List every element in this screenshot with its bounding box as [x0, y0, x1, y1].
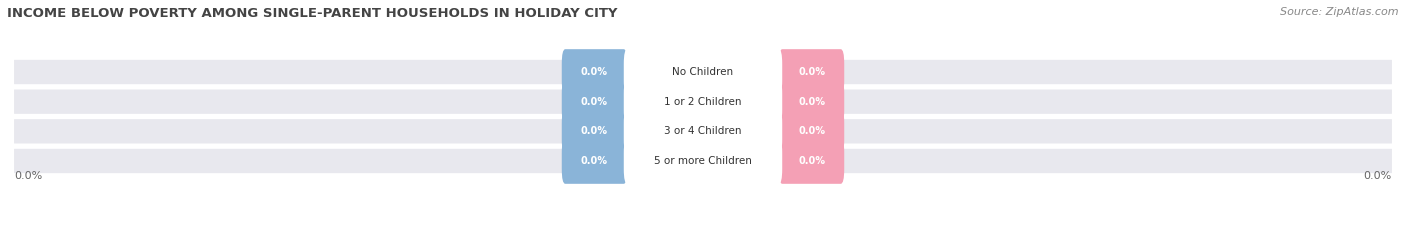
Text: 3 or 4 Children: 3 or 4 Children	[664, 126, 742, 136]
Text: 0.0%: 0.0%	[581, 156, 607, 166]
Text: 0.0%: 0.0%	[799, 126, 825, 136]
Text: 0.0%: 0.0%	[799, 67, 825, 77]
FancyBboxPatch shape	[624, 138, 782, 184]
Text: 0.0%: 0.0%	[799, 156, 825, 166]
FancyBboxPatch shape	[14, 89, 1392, 114]
FancyBboxPatch shape	[14, 60, 1392, 84]
Text: 0.0%: 0.0%	[799, 97, 825, 107]
FancyBboxPatch shape	[624, 109, 782, 154]
FancyBboxPatch shape	[624, 49, 782, 95]
Text: 0.0%: 0.0%	[1364, 171, 1392, 181]
FancyBboxPatch shape	[779, 79, 844, 124]
Text: 0.0%: 0.0%	[581, 126, 607, 136]
FancyBboxPatch shape	[624, 79, 782, 124]
Text: INCOME BELOW POVERTY AMONG SINGLE-PARENT HOUSEHOLDS IN HOLIDAY CITY: INCOME BELOW POVERTY AMONG SINGLE-PARENT…	[7, 7, 617, 20]
Text: No Children: No Children	[672, 67, 734, 77]
Text: 5 or more Children: 5 or more Children	[654, 156, 752, 166]
FancyBboxPatch shape	[779, 49, 844, 95]
Text: 0.0%: 0.0%	[581, 67, 607, 77]
FancyBboxPatch shape	[14, 119, 1392, 144]
Text: Source: ZipAtlas.com: Source: ZipAtlas.com	[1281, 7, 1399, 17]
FancyBboxPatch shape	[14, 149, 1392, 173]
FancyBboxPatch shape	[562, 109, 627, 154]
FancyBboxPatch shape	[562, 49, 627, 95]
FancyBboxPatch shape	[562, 79, 627, 124]
Text: 0.0%: 0.0%	[14, 171, 42, 181]
FancyBboxPatch shape	[562, 138, 627, 184]
FancyBboxPatch shape	[779, 138, 844, 184]
FancyBboxPatch shape	[779, 109, 844, 154]
Text: 0.0%: 0.0%	[581, 97, 607, 107]
Text: 1 or 2 Children: 1 or 2 Children	[664, 97, 742, 107]
